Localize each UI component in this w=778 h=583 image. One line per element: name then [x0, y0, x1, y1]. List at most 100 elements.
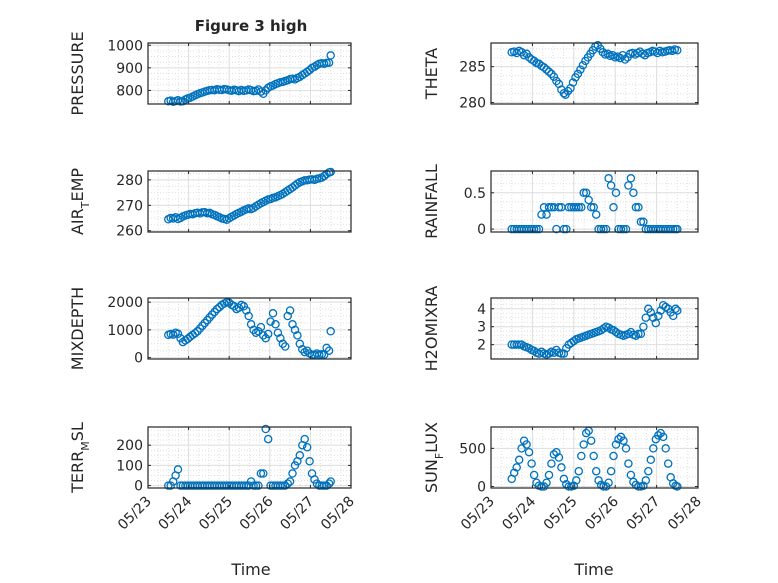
data-point: [594, 476, 603, 485]
data-point: [200, 318, 210, 328]
data-point: [263, 329, 273, 339]
axes-box: [147, 426, 352, 489]
data-point: [591, 210, 601, 219]
data-point: [254, 481, 263, 490]
data-point: [658, 432, 668, 442]
y-axis-label: TERRMSL: [68, 422, 92, 494]
data-point: [577, 451, 586, 461]
data-point: [626, 174, 636, 183]
data-point: [586, 203, 596, 212]
data-point: [164, 481, 173, 490]
subplot-terr-msl: 0 100 200 05/23 05/24 05/25 05/26 05/27 05/28 TER…: [68, 422, 358, 533]
data-point: [559, 349, 569, 358]
data-point: [581, 428, 591, 438]
y-tick-label: 0.5: [464, 186, 486, 202]
data-point: [539, 63, 549, 72]
data-point: [564, 482, 574, 491]
subplot-rainfall: 0 0.5 RAINFALL: [422, 164, 699, 239]
figure-title: Figure 3 high: [195, 17, 308, 35]
data-point: [589, 203, 598, 212]
data-point: [568, 78, 578, 87]
data-point: [283, 479, 292, 488]
y-axis-label: PRESSURE: [68, 31, 87, 115]
y-axis-label: SUNFLUX: [422, 422, 446, 493]
x-tick-label: 05/24: [499, 493, 539, 533]
data-point: [634, 203, 643, 212]
data-point: [524, 447, 534, 457]
data-point: [302, 442, 312, 452]
data-point: [624, 459, 633, 468]
y-tick-label: 285: [459, 60, 486, 76]
data-point: [547, 69, 556, 79]
data-point: [646, 308, 656, 317]
y-tick-label: 0: [477, 222, 486, 238]
data-point: [624, 181, 633, 190]
data-point: [509, 468, 519, 478]
data-point: [586, 436, 596, 445]
x-tick-label: 05/24: [156, 493, 196, 533]
data-point: [278, 339, 288, 349]
data-point: [579, 188, 588, 198]
x-tick-label: 05/26: [237, 493, 277, 533]
y-tick-label: 500: [459, 441, 486, 457]
data-point: [310, 475, 319, 484]
x-tick-label: 05/23: [458, 494, 498, 534]
data-point: [524, 343, 534, 353]
axes-box: [490, 42, 699, 105]
data-point: [537, 210, 546, 219]
data-point: [601, 224, 611, 234]
data-point: [646, 455, 656, 465]
data-point: [576, 65, 585, 74]
data-point: [634, 329, 643, 339]
data-point: [639, 481, 648, 490]
data-point: [598, 48, 608, 57]
data-point: [574, 466, 584, 476]
data-point: [614, 434, 623, 444]
data-point: [168, 330, 178, 339]
y-tick-label: 2000: [107, 295, 143, 311]
data-point: [322, 343, 331, 353]
data-point: [631, 203, 641, 212]
data-point: [280, 342, 290, 351]
axes-box: [147, 42, 352, 105]
subplot-h2omixra: 2 3 4 H2OMIXRA: [422, 286, 699, 371]
data-point: [654, 431, 663, 440]
data-point: [300, 434, 309, 444]
data-point: [639, 217, 648, 227]
data-point: [259, 469, 268, 478]
data-point: [542, 478, 551, 487]
data-point: [661, 302, 670, 312]
y-tick-label: 1000: [107, 38, 143, 54]
y-tick-label: 260: [116, 224, 143, 240]
axes-box: [490, 426, 699, 489]
data-point: [288, 469, 297, 478]
data-point: [198, 321, 207, 330]
axes-box: [147, 297, 352, 360]
data-point: [285, 477, 295, 486]
data-point: [280, 481, 290, 490]
y-tick-label: 4: [477, 302, 486, 318]
data-point: [285, 306, 295, 315]
data-point: [581, 188, 591, 198]
y-axis-label: THETA: [422, 48, 441, 100]
data-point: [634, 482, 643, 491]
data-point: [557, 349, 566, 358]
data-point: [616, 224, 626, 234]
data-point: [549, 72, 559, 81]
data-point: [621, 444, 631, 453]
y-axis-label: RAINFALL: [422, 164, 441, 239]
subplot-sun-flux: 0 500 05/23 05/24 05/25 05/26 05/27 05/28 SUNFLU…: [422, 422, 705, 533]
axes-box: [490, 170, 699, 233]
data-point: [624, 329, 633, 339]
x-axis-label-right: Time: [573, 560, 613, 579]
data-point: [562, 224, 571, 234]
axes-box: [490, 297, 699, 360]
subplot-mixdepth: 0 1000 2000 MIXDEPTH: [68, 287, 352, 370]
data-point: [654, 311, 663, 321]
data-point: [552, 447, 561, 457]
axes-box: [147, 170, 352, 233]
data-point: [512, 48, 521, 58]
y-axis-label: AIRTEMP: [68, 168, 92, 235]
y-tick-label: 0: [134, 479, 143, 495]
